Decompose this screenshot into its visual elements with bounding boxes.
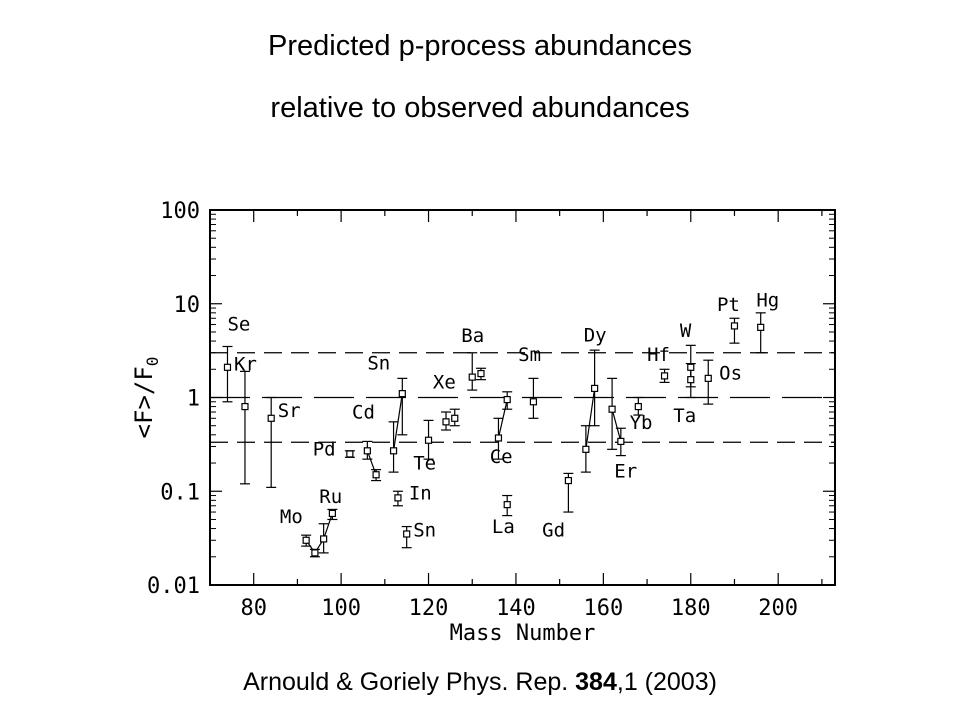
data-point (328, 509, 336, 518)
element-label: Te (413, 453, 436, 475)
element-label: Cd (352, 401, 375, 423)
data-point (730, 322, 739, 330)
connection-line (366, 450, 377, 475)
x-axis-label: Mass Number (450, 621, 596, 646)
data-point (267, 414, 275, 422)
data-point (241, 402, 249, 411)
element-label: Pd (313, 439, 336, 461)
data-point (634, 402, 642, 411)
y-axis-label: <F>/F0 (130, 357, 162, 439)
element-label: Sn (413, 519, 436, 541)
element-label: Hg (756, 290, 779, 312)
axis-ticks (210, 209, 835, 586)
y-tick-label: 1 (187, 387, 200, 412)
data-point (372, 471, 380, 479)
reference-lines (210, 352, 835, 443)
data-point (529, 398, 538, 406)
data-point (608, 405, 616, 413)
citation-suffix: ,1 (2003) (616, 668, 717, 696)
data-point (389, 447, 398, 455)
data-point (687, 363, 695, 371)
x-tick-label: 180 (671, 596, 711, 621)
data-point (468, 373, 476, 381)
element-label: Gd (542, 519, 565, 541)
element-label: Sm (518, 344, 541, 366)
data-point (311, 549, 319, 557)
data-point (398, 390, 406, 398)
y-axis-label-text: <F>/F0 (130, 357, 162, 439)
x-tick-label: 140 (496, 596, 536, 621)
y-tick-label: 100 (160, 199, 200, 224)
element-label: Ta (673, 405, 696, 427)
tick-labels: 80 100 120 140 160 180 200 100 10 1 0.1 0.01 (147, 199, 798, 621)
element-label: Ru (319, 486, 342, 508)
y-tick-label: 10 (174, 293, 201, 318)
citation: Arnould & Goriely Phys. Rep. 384,1 (2003… (0, 668, 960, 697)
data-point (394, 494, 402, 502)
element-label: La (492, 516, 515, 538)
chart-title-line-1: Predicted p-process abundances (268, 30, 692, 62)
element-label: Xe (433, 371, 456, 393)
element-label: Sn (367, 352, 390, 374)
data-point (704, 374, 712, 382)
chart-title-line-2: relative to observed abundances (270, 92, 690, 124)
data-point (223, 363, 232, 371)
data-point (363, 447, 371, 455)
data-point (451, 414, 459, 422)
element-label: Mo (280, 506, 303, 528)
y-tick-label: 0.01 (147, 574, 200, 599)
data-point (617, 437, 625, 446)
element-label: Os (719, 363, 742, 385)
x-tick-label: 200 (758, 596, 798, 621)
connection-line (323, 513, 333, 540)
data-point (403, 530, 411, 538)
x-tick-label: 160 (583, 596, 623, 621)
data-point (494, 434, 503, 442)
element-label: Ce (490, 446, 513, 468)
data-point (503, 501, 511, 509)
data-point (477, 369, 485, 378)
data-point (687, 376, 695, 384)
x-tick-label: 120 (409, 596, 449, 621)
data-point (442, 418, 450, 426)
citation-volume: 384 (575, 668, 617, 696)
element-label: Er (614, 461, 637, 483)
data-markers (223, 322, 765, 557)
element-label: Hf (647, 344, 670, 366)
element-label: Yb (630, 412, 653, 434)
citation-prefix: Arnould & Goriely Phys. Rep. (243, 668, 576, 696)
data-point (320, 535, 328, 543)
element-labels: Se Kr Sr Mo Ru Pd Cd Sn In Sn Te Xe Ba Sm Ce La Gd Dy Er Yb… (227, 290, 779, 542)
element-label: Sr (278, 400, 301, 422)
connection-line (585, 388, 596, 450)
y-tick-label: 0.1 (160, 480, 200, 505)
data-point (346, 450, 354, 458)
element-label: Se (227, 313, 250, 335)
data-point (591, 384, 599, 393)
x-tick-label: 100 (321, 596, 361, 621)
data-point (424, 436, 433, 444)
element-label: W (680, 320, 692, 342)
data-point (660, 372, 669, 380)
element-label: In (409, 482, 432, 504)
connection-line (611, 409, 622, 442)
x-tick-label: 80 (240, 596, 267, 621)
element-label: Dy (584, 325, 607, 347)
data-point (757, 323, 765, 331)
data-point (564, 476, 572, 485)
data-point (503, 395, 511, 404)
data-point (582, 445, 590, 453)
element-label: Kr (234, 353, 257, 375)
element-label: Pt (717, 294, 740, 316)
data-point (302, 536, 310, 544)
element-label: Ba (461, 325, 484, 347)
